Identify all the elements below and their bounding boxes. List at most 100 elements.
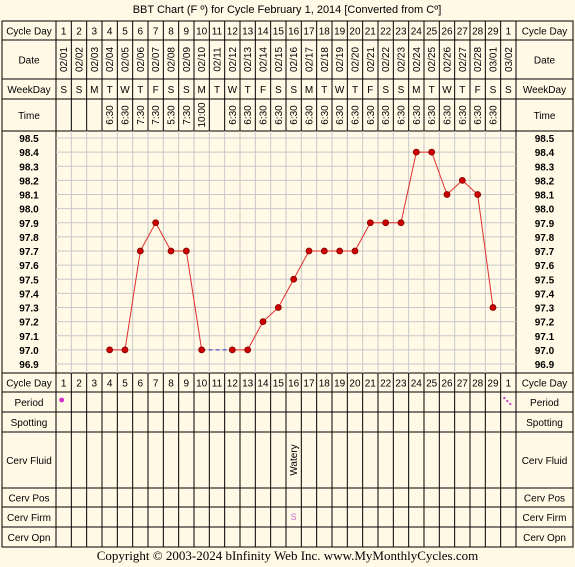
cycle-day-cell: 15 — [273, 379, 285, 390]
temp-tick-label: 97.5 — [535, 275, 555, 286]
cycle-day-cell: 29 — [487, 379, 499, 390]
cycle-day-cell: 3 — [92, 379, 98, 390]
cycle-day-cell: 18 — [319, 27, 331, 38]
temp-line-segment — [247, 321, 264, 351]
date-cell: 03/02 — [504, 47, 515, 72]
cycle-day-cell: 9 — [184, 379, 190, 390]
date-cell: 02/13 — [243, 47, 254, 72]
time-cell: 6:30 — [473, 105, 484, 125]
row-label-cerv-firm: Cerv Firm — [523, 513, 567, 524]
cycle-day-cell: 2 — [76, 27, 82, 38]
temp-tick-label: 97.5 — [19, 275, 39, 286]
row-label-spotting: Spotting — [11, 418, 48, 429]
cycle-day-cell: 5 — [122, 27, 128, 38]
temp-tick-label: 98.5 — [19, 134, 39, 145]
weekday-cell: W — [228, 85, 238, 96]
time-cell: 7:30 — [136, 105, 147, 125]
cycle-day-cell: 1 — [506, 27, 512, 38]
temp-point — [106, 346, 114, 354]
row-labels: Cycle Day Cycle Day Date Date WeekDay WeekDay… — [6, 27, 567, 545]
row-label-time: Time — [18, 111, 40, 122]
period-dot — [59, 397, 65, 403]
temp-tick-label: 98.5 — [535, 134, 555, 145]
date-cell: 02/11 — [212, 47, 223, 72]
cycle-day-cell: 7 — [153, 27, 159, 38]
weekday-cell: F — [367, 85, 373, 96]
cycle-day-cell: 10 — [196, 379, 208, 390]
temp-tick-label: 97.3 — [19, 304, 39, 315]
temp-tick-label: 97.9 — [19, 219, 39, 230]
row-label-date: Date — [18, 56, 40, 67]
date-cell: 02/26 — [442, 47, 453, 72]
temp-tick-label: 98.2 — [19, 176, 39, 187]
grid-lines — [1, 20, 574, 548]
time-cell: 6:30 — [396, 105, 407, 125]
row-label-weekday: WeekDay — [7, 85, 50, 96]
temp-tick-label: 98.0 — [535, 205, 555, 216]
date-cell: 02/28 — [473, 47, 484, 72]
cycle-day-cell: 29 — [487, 27, 499, 38]
temp-point — [182, 247, 190, 255]
temp-point — [382, 219, 390, 227]
time-cell: 6:30 — [366, 105, 377, 125]
time-cell: 6:30 — [412, 105, 423, 125]
temp-tick-label: 98.1 — [19, 191, 39, 202]
weekday-cell: S — [505, 85, 512, 96]
weekday-cell: W — [335, 85, 345, 96]
temp-line-segment — [185, 250, 203, 350]
temp-line-segment — [277, 279, 295, 308]
cycle-day-cell: 12 — [227, 379, 239, 390]
cycle-day-cell: 24 — [411, 379, 423, 390]
date-cell: 02/22 — [381, 47, 392, 72]
date-cell: 02/08 — [166, 47, 177, 72]
cycle-day-cell: 11 — [212, 27, 223, 38]
date-cell: 02/02 — [74, 47, 85, 72]
date-cell: 02/17 — [304, 47, 315, 72]
cycle-day-cell: 28 — [472, 27, 484, 38]
date-cell: 02/21 — [366, 47, 377, 72]
cerv-fluid-value: Watery — [289, 444, 300, 475]
cycle-day-cell: 27 — [457, 379, 469, 390]
temp-tick-label: 98.2 — [535, 176, 555, 187]
row-label-date: Date — [534, 56, 556, 67]
cycle-day-cell: 4 — [107, 27, 113, 38]
table-border — [1, 20, 574, 548]
weekday-cell: T — [459, 85, 465, 96]
temp-line-segment — [477, 194, 494, 308]
temperature-plot: Watery S — [59, 148, 512, 522]
date-cell: 02/24 — [412, 47, 423, 72]
weekday-cell: M — [305, 85, 313, 96]
temp-point — [136, 247, 144, 255]
date-cell: 02/16 — [289, 47, 300, 72]
date-cell: 02/27 — [458, 47, 469, 72]
weekday-cell: M — [412, 85, 420, 96]
date-cell: 02/20 — [350, 47, 361, 72]
time-cell: 6:30 — [274, 105, 285, 125]
temp-tick-label: 97.2 — [535, 318, 555, 329]
cycle-day-cell: 17 — [303, 27, 315, 38]
row-label-cycle-day: Cycle Day — [522, 27, 568, 38]
cycle-day-cell: 13 — [242, 379, 254, 390]
temp-line-segment — [293, 250, 310, 280]
temp-tick-label: 98.3 — [19, 162, 39, 173]
time-cell: 7:30 — [182, 105, 193, 125]
cycle-day-cell: 18 — [319, 379, 331, 390]
time-cell: 6:30 — [320, 105, 331, 125]
temp-point — [489, 304, 497, 311]
temp-point — [228, 346, 236, 354]
temp-tick-label: 97.4 — [19, 289, 39, 300]
temp-line-segment — [461, 180, 478, 195]
date-cell: 02/04 — [105, 47, 116, 72]
time-cell: 6:30 — [350, 105, 361, 125]
temp-tick-label: 97.8 — [535, 233, 555, 244]
temp-point — [443, 191, 451, 198]
cycle-day-cell: 14 — [257, 27, 269, 38]
time-cell: 6:30 — [488, 105, 499, 125]
temp-tick-label: 97.0 — [19, 346, 39, 357]
date-cell: 02/23 — [396, 47, 407, 72]
temp-point — [198, 346, 206, 354]
temp-tick-label: 97.1 — [535, 332, 555, 343]
weekday-cell: S — [60, 85, 67, 96]
cycle-day-cell: 19 — [334, 379, 346, 390]
temp-tick-label: 97.0 — [535, 346, 555, 357]
